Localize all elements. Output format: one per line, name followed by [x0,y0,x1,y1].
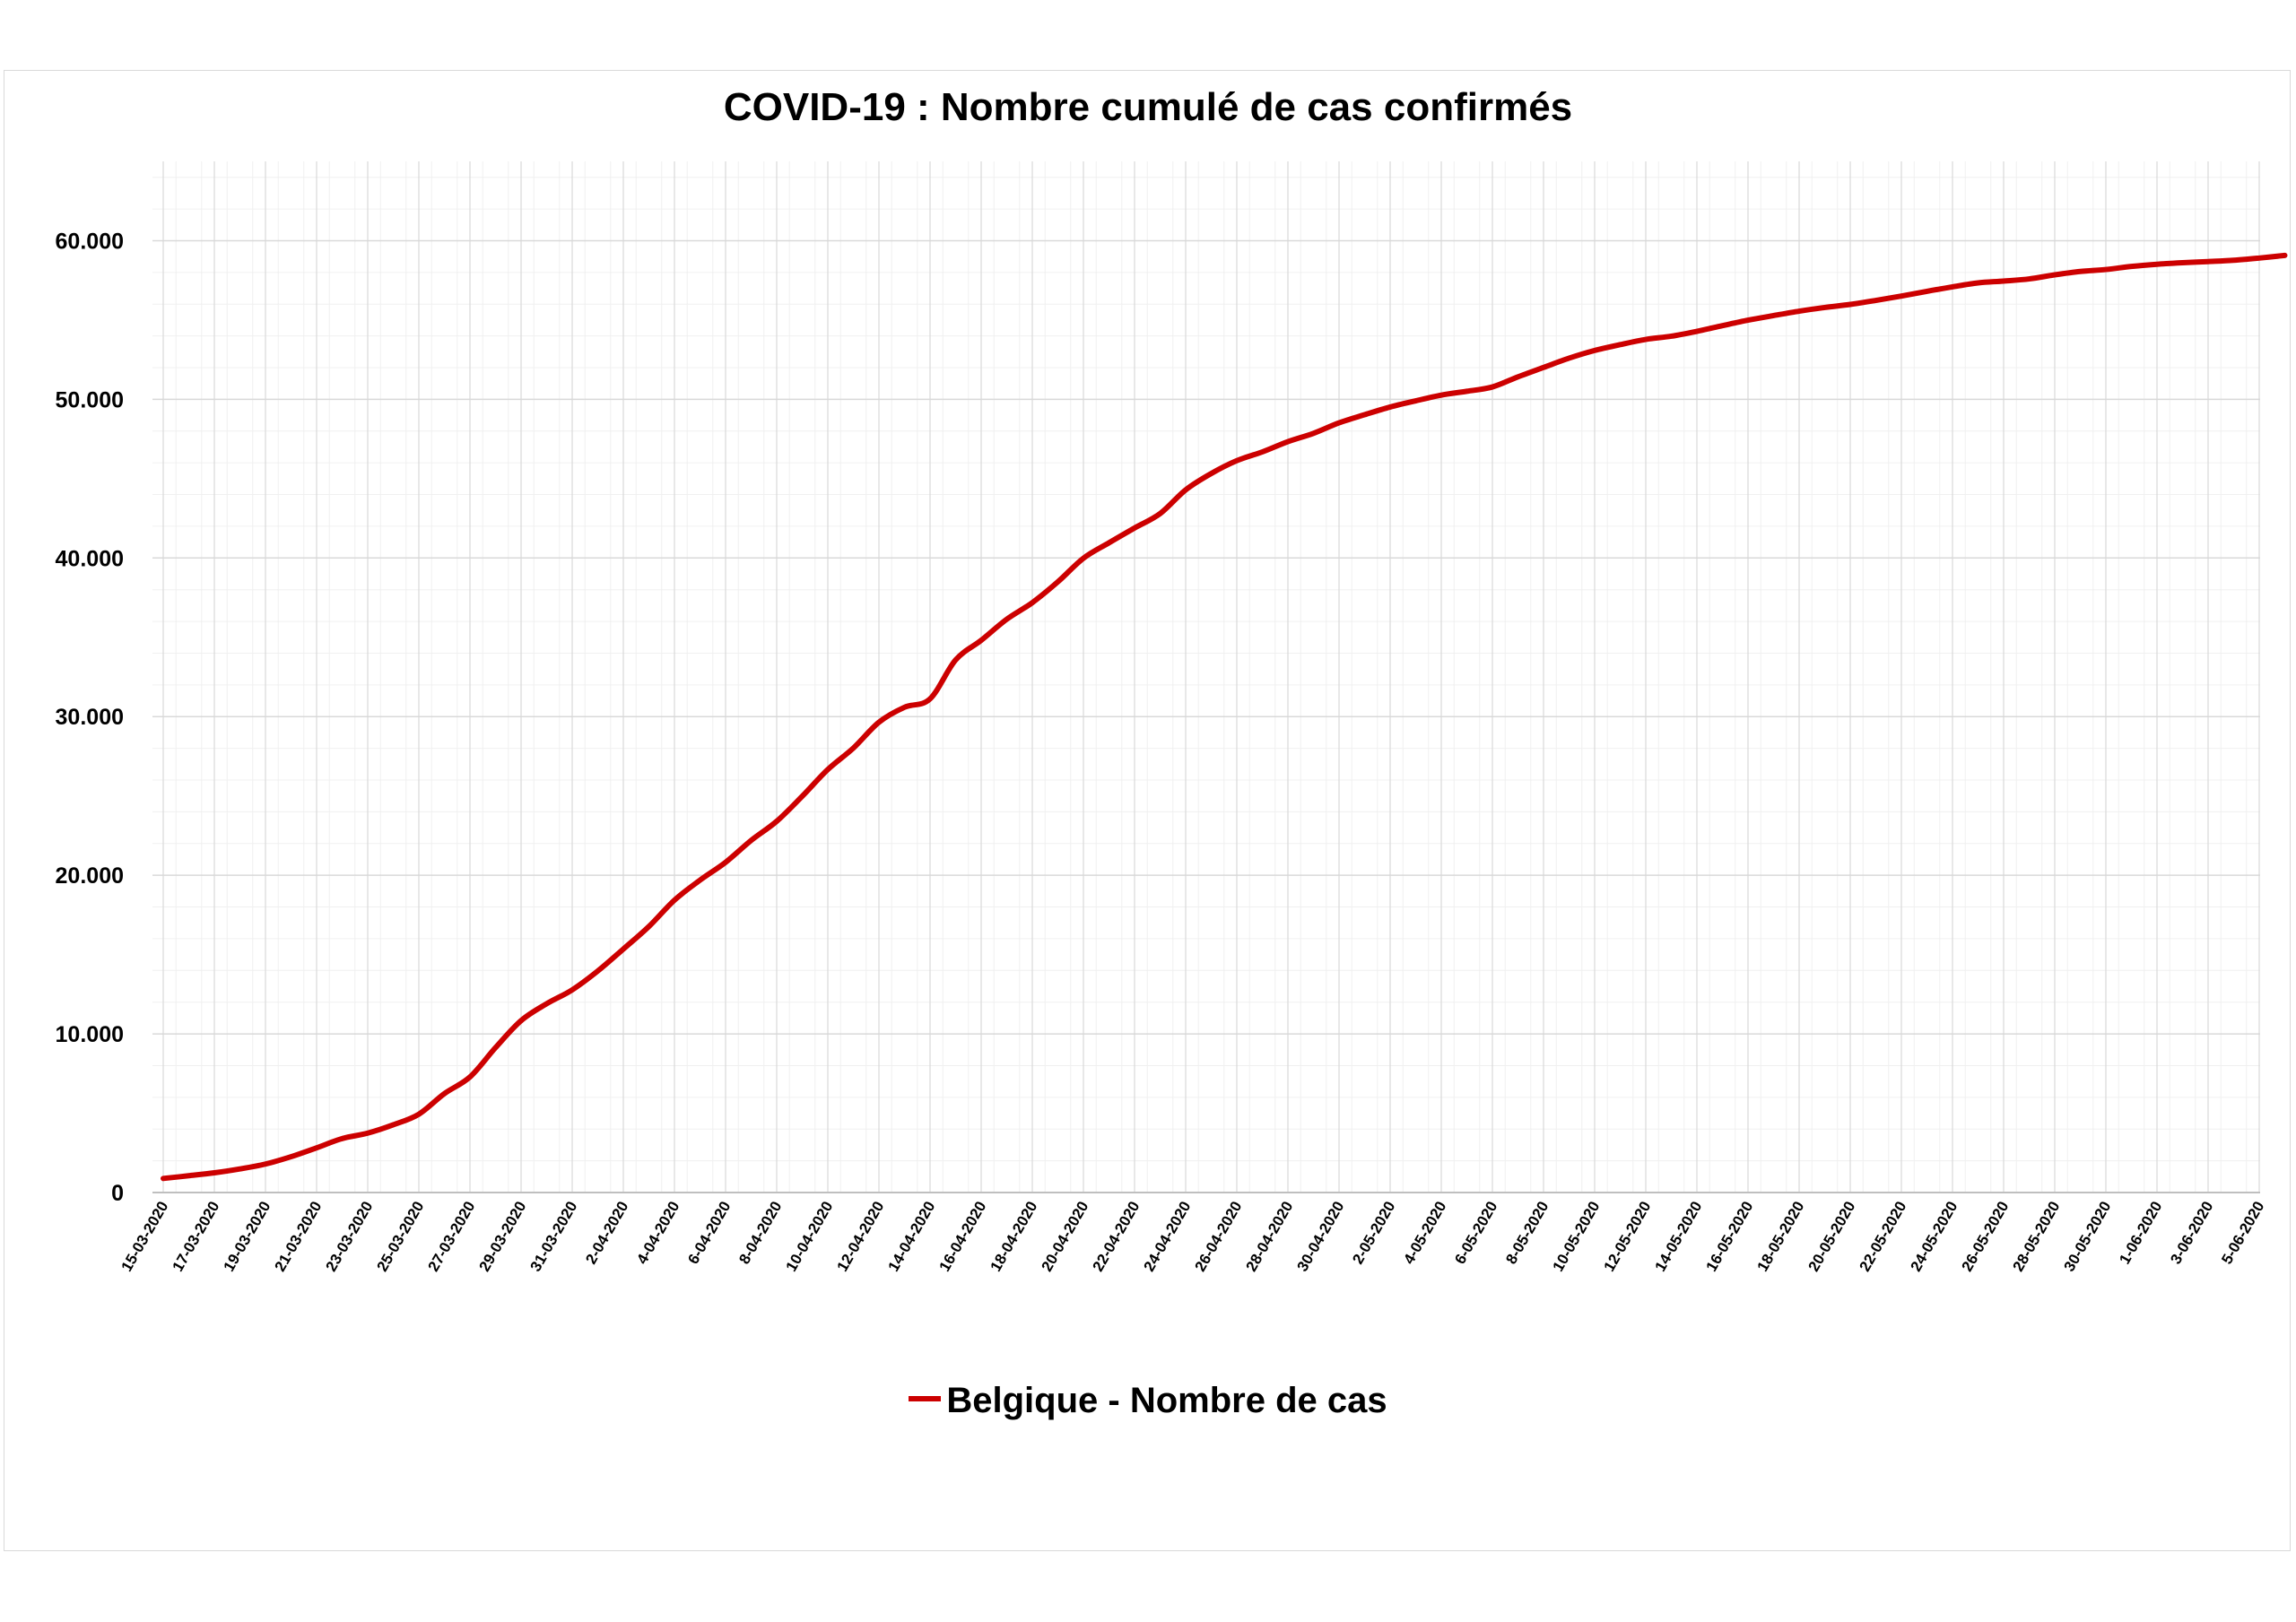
x-tick-label: 15-03-2020 [118,1199,172,1275]
x-tick-label: 29-03-2020 [476,1199,530,1275]
x-tick-label: 3-06-2020 [2167,1199,2216,1268]
chart-title: COVID-19 : Nombre cumulé de cas confirmé… [723,85,1573,129]
x-tick-label: 10-05-2020 [1550,1199,1604,1275]
x-tick-label: 2-04-2020 [582,1199,631,1268]
x-tick-label: 12-04-2020 [834,1199,888,1275]
x-tick-label: 22-04-2020 [1090,1199,1144,1275]
x-tick-label: 6-05-2020 [1451,1199,1500,1268]
x-tick-label: 16-05-2020 [1703,1199,1757,1275]
x-tick-label: 30-05-2020 [2061,1199,2115,1275]
x-tick-label: 6-04-2020 [684,1199,734,1268]
x-tick-label: 28-05-2020 [2010,1199,2064,1275]
y-tick-label: 20.000 [56,863,124,889]
series-line-belgique [161,252,2288,1182]
series-layer [161,252,2288,1182]
y-tick-label: 30.000 [56,705,124,730]
x-tick-label: 18-05-2020 [1754,1199,1808,1275]
x-tick-label: 16-04-2020 [936,1199,990,1275]
x-tick-label: 28-04-2020 [1243,1199,1297,1275]
legend-label: Belgique - Nombre de cas [946,1381,1387,1420]
y-axis-tick-labels: 0 10.000 20.000 30.000 40.000 50.000 60.000 [56,229,124,1206]
y-tick-label: 60.000 [56,229,124,254]
y-tick-label: 40.000 [56,546,124,571]
minor-gridlines [152,161,2260,1193]
x-tick-label: 26-05-2020 [1959,1199,2013,1275]
x-tick-label: 18-04-2020 [987,1199,1041,1275]
x-tick-label: 20-04-2020 [1039,1199,1092,1275]
x-tick-label: 23-03-2020 [323,1199,377,1275]
legend-swatch [909,1396,942,1402]
x-tick-label: 27-03-2020 [425,1199,479,1275]
y-tick-label: 0 [111,1181,124,1206]
major-gridlines [152,161,2260,1193]
x-tick-label: 14-04-2020 [885,1199,939,1275]
x-tick-label: 19-03-2020 [221,1199,274,1275]
x-tick-label: 26-04-2020 [1192,1199,1246,1275]
x-tick-label: 1-06-2020 [2116,1199,2165,1268]
x-tick-label: 25-03-2020 [374,1199,428,1275]
x-tick-label: 17-03-2020 [170,1199,223,1275]
x-tick-label: 4-04-2020 [633,1199,683,1268]
x-tick-label: 8-05-2020 [1502,1199,1552,1268]
x-tick-label: 20-05-2020 [1805,1199,1859,1275]
x-tick-label: 8-04-2020 [735,1199,785,1268]
x-tick-label: 4-05-2020 [1400,1199,1449,1268]
x-tick-label: 22-05-2020 [1857,1199,1910,1275]
x-axis-tick-labels: 15-03-202017-03-202019-03-202021-03-2020… [118,1199,2268,1275]
x-tick-label: 30-04-2020 [1294,1199,1348,1275]
x-tick-label: 14-05-2020 [1652,1199,1706,1275]
x-tick-label: 5-06-2020 [2218,1199,2267,1268]
x-tick-label: 21-03-2020 [272,1199,326,1275]
x-tick-label: 24-04-2020 [1141,1199,1195,1275]
y-tick-label: 50.000 [56,387,124,412]
y-tick-label: 10.000 [56,1022,124,1047]
x-tick-label: 10-04-2020 [783,1199,837,1275]
legend: Belgique - Nombre de cas [0,1381,2296,1421]
x-tick-label: 2-05-2020 [1349,1199,1398,1268]
x-tick-label: 12-05-2020 [1601,1199,1655,1275]
x-tick-label: 24-05-2020 [1908,1199,1961,1275]
x-tick-label: 31-03-2020 [527,1199,581,1275]
